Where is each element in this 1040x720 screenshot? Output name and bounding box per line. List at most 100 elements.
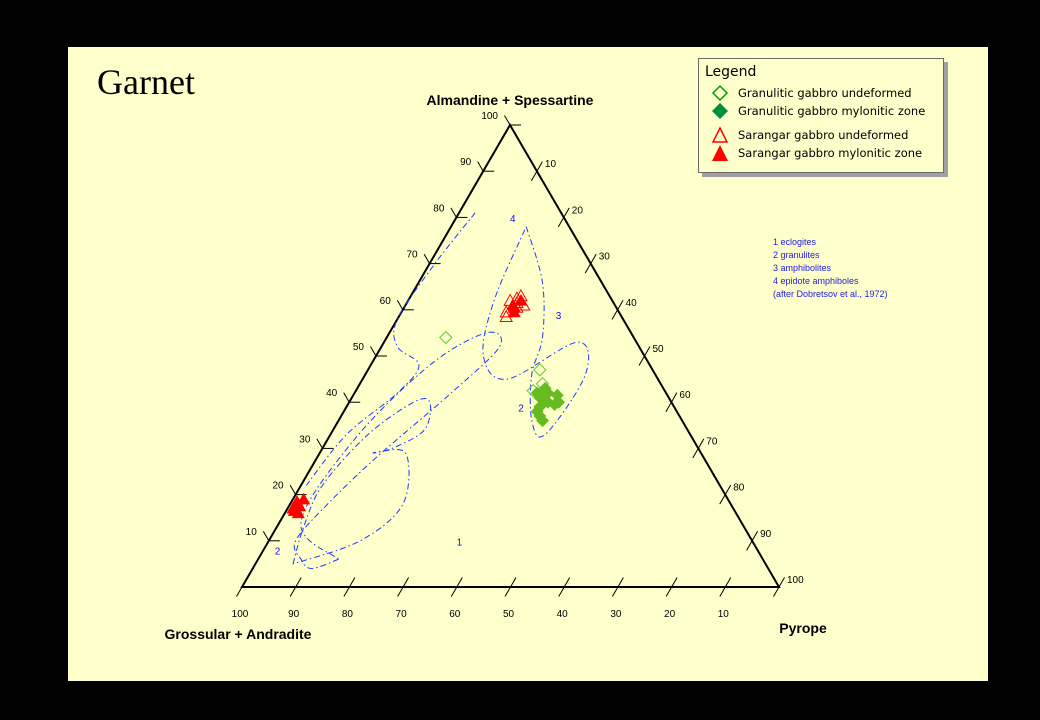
data-point-triangle-filled xyxy=(290,494,304,507)
data-point-diamond-filled xyxy=(548,398,562,411)
bottom-axis-tick xyxy=(236,586,243,597)
right-axis-tick xyxy=(563,207,570,218)
left-axis-tick-label: 20 xyxy=(272,481,284,492)
left-axis-tick-label: 60 xyxy=(380,296,392,307)
field-key-note: 1 eclogites xyxy=(773,237,817,247)
bottom-axis-tick-label: 40 xyxy=(557,609,569,620)
left-axis-tick-label: 90 xyxy=(460,157,472,168)
triangle-open-icon xyxy=(711,126,729,143)
left-axis-tick xyxy=(477,161,484,172)
diamond-filled-icon xyxy=(712,103,728,119)
apex-label-top: Almandine + Spessartine xyxy=(427,92,594,108)
legend-label: Sarangar gabbro undeformed xyxy=(738,128,909,142)
data-point-diamond-filled xyxy=(541,386,555,400)
bottom-axis-tick-label: 20 xyxy=(664,609,676,620)
bottom-axis-tick xyxy=(343,586,350,597)
field-boundary-granulites xyxy=(292,397,432,565)
right-axis-tick xyxy=(611,309,619,320)
bottom-axis-tick-label: 60 xyxy=(449,609,461,620)
right-axis-tick xyxy=(638,355,645,366)
right-axis-tick xyxy=(724,484,732,495)
slide-panel: 10 20 30 40 50 60 70 80 90 100 10 20 30 40 50 60 70 80 90 1… xyxy=(68,47,988,681)
field-label: 2 xyxy=(275,547,281,558)
bottom-axis-tick-label: 30 xyxy=(610,609,622,620)
bottom-axis-tick xyxy=(719,586,726,597)
bottom-axis-tick xyxy=(456,577,463,588)
legend-label: Granulitic gabbro mylonitic zone xyxy=(738,104,926,118)
field-boundary-epidote-amphiboles xyxy=(305,212,476,486)
data-point-triangle-filled xyxy=(297,492,311,505)
field-boundary-eclogites xyxy=(293,331,502,570)
left-axis-tick xyxy=(423,253,431,264)
bottom-axis-tick-label: 10 xyxy=(718,609,730,620)
field-label: 2 xyxy=(518,403,524,414)
bottom-axis-tick xyxy=(724,577,732,588)
left-axis-tick xyxy=(262,531,270,542)
right-axis-tick xyxy=(746,540,753,551)
right-axis-tick-label: 40 xyxy=(626,298,638,309)
left-axis-tick-label: 40 xyxy=(326,388,338,399)
apex-label-right: Pyrope xyxy=(779,620,827,636)
right-axis-tick xyxy=(773,586,780,597)
diamond-open-icon xyxy=(711,84,729,102)
legend-item-sarangar-mylonitic: Sarangar gabbro mylonitic zone xyxy=(711,144,922,162)
data-point-triangle-filled xyxy=(507,305,521,318)
right-axis-tick xyxy=(644,346,651,357)
left-axis-tick xyxy=(370,346,377,357)
right-axis-tick xyxy=(697,438,705,449)
bottom-axis-tick-label: 70 xyxy=(396,609,408,620)
bottom-axis-tick xyxy=(504,586,511,597)
legend-label: Sarangar gabbro mylonitic zone xyxy=(738,146,923,160)
right-axis-tick-label: 100 xyxy=(787,575,804,586)
left-axis-tick-label: 80 xyxy=(433,203,445,214)
right-axis-tick xyxy=(778,577,785,588)
bottom-axis-tick xyxy=(611,586,619,597)
apex-label-left: Grossular + Andradite xyxy=(165,626,312,642)
right-axis-tick xyxy=(557,217,565,228)
left-axis-tick-label: 70 xyxy=(406,250,418,261)
field-label: 4 xyxy=(510,214,516,225)
legend-item-granulitic-mylonitic: Granulitic gabbro mylonitic zone xyxy=(711,102,925,120)
left-axis-tick-label: 10 xyxy=(246,527,258,538)
right-axis-tick-label: 90 xyxy=(760,529,772,540)
bottom-axis-tick xyxy=(671,577,678,588)
right-axis-tick-label: 50 xyxy=(653,344,665,355)
left-axis-tick xyxy=(504,115,511,126)
bottom-axis-tick xyxy=(510,577,517,588)
right-axis-tick xyxy=(665,401,672,412)
right-axis-tick-label: 30 xyxy=(599,252,611,263)
left-axis-tick xyxy=(450,207,457,218)
legend-item-sarangar-undeformed: Sarangar gabbro undeformed xyxy=(711,126,908,144)
field-label: 3 xyxy=(556,311,562,322)
bottom-axis-tick xyxy=(402,577,410,588)
bottom-axis-tick xyxy=(563,577,571,588)
legend-label: Granulitic gabbro undeformed xyxy=(738,86,912,100)
left-axis-tick-label: 50 xyxy=(353,342,365,353)
chart-title: Garnet xyxy=(97,62,195,102)
data-point-diamond-open xyxy=(533,363,547,377)
bottom-axis-tick xyxy=(617,577,624,588)
bottom-axis-tick xyxy=(397,586,404,597)
left-axis-tick xyxy=(316,438,323,449)
right-axis-tick-label: 20 xyxy=(572,205,584,216)
bottom-axis-tick-label: 50 xyxy=(503,609,515,620)
field-label: 1 xyxy=(457,537,463,548)
right-axis-tick-label: 60 xyxy=(679,390,691,401)
data-point-diamond-filled xyxy=(536,414,549,428)
right-axis-tick xyxy=(584,263,592,274)
field-boundary-amphibolites xyxy=(482,226,590,438)
ternary-chart: 10 20 30 40 50 60 70 80 90 100 10 20 30 40 50 60 70 80 90 1… xyxy=(165,92,888,642)
left-axis-tick xyxy=(343,392,350,403)
left-axis-tick-label: 30 xyxy=(299,434,311,445)
right-axis-tick xyxy=(530,170,538,181)
bottom-axis-tick xyxy=(665,586,673,597)
field-key-note: 4 epidote amphiboles xyxy=(773,276,859,286)
data-point-triangle-filled xyxy=(286,501,300,514)
left-axis-tick xyxy=(289,484,297,495)
legend-item-granulitic-undeformed: Granulitic gabbro undeformed xyxy=(711,84,912,102)
right-axis-tick-label: 10 xyxy=(545,159,557,170)
right-axis-tick xyxy=(536,161,543,172)
bottom-axis-tick xyxy=(241,577,248,588)
bottom-axis-tick xyxy=(558,586,565,597)
right-axis-tick xyxy=(617,300,624,311)
